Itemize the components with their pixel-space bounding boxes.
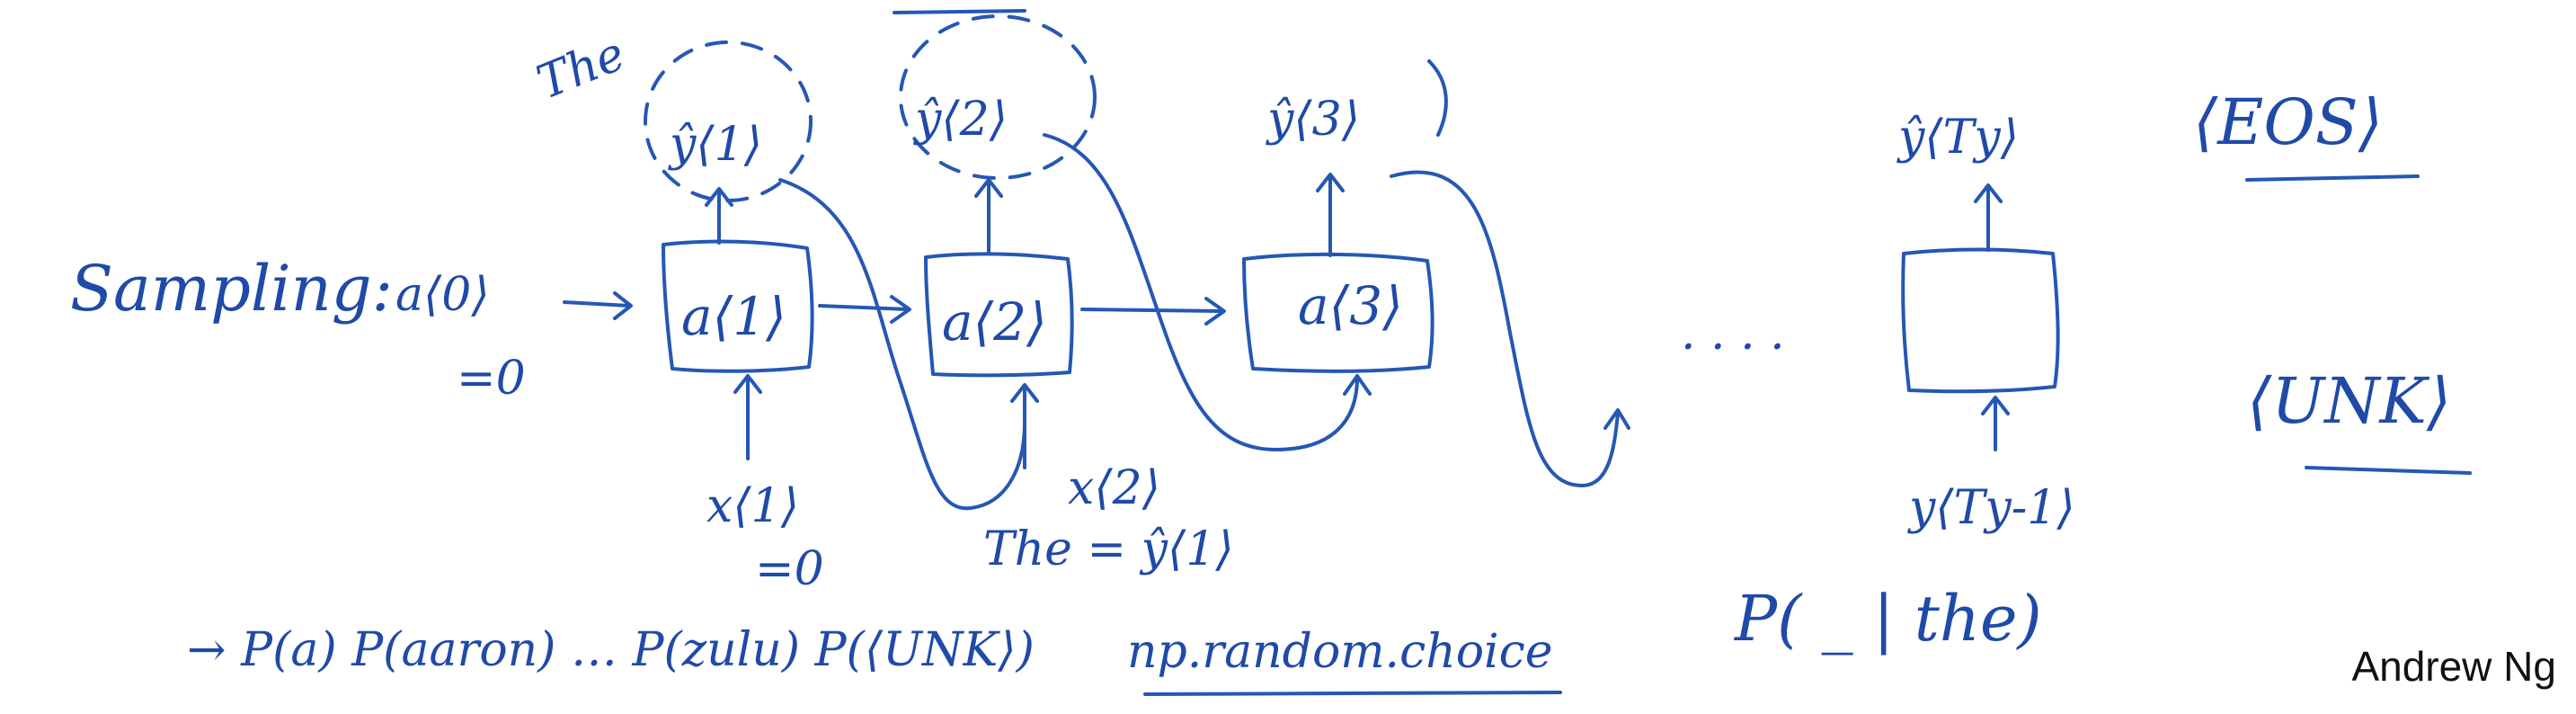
arrow-yprev-up xyxy=(1981,396,2010,451)
rnn-cell-3 xyxy=(1242,252,1435,373)
token-unk: ⟨UNK⟩ xyxy=(2247,364,2451,438)
rnn-cell-1 xyxy=(662,239,814,373)
rnn-cell-final xyxy=(1901,247,2060,394)
note-conditional: P( _ | the) xyxy=(1733,582,2042,656)
initial-activation-value: =0 xyxy=(457,352,526,406)
eos-underline xyxy=(2245,174,2420,182)
input-x2: x⟨2⟩ xyxy=(1068,461,1160,515)
initial-activation: a⟨0⟩ xyxy=(395,268,490,322)
note-distribution: → P(a) P(aaron) … P(zulu) P(⟨UNK⟩) xyxy=(187,623,1035,677)
note-function: np.random.choice xyxy=(1127,625,1553,679)
cell-3-label: a⟨3⟩ xyxy=(1298,275,1403,336)
feedback-curve-3 xyxy=(1390,170,1620,487)
sampling-label: Sampling: xyxy=(70,252,393,326)
output-3-arc xyxy=(1427,59,1448,137)
arrow-cell2-to-cell3 xyxy=(1080,297,1226,326)
cell-1-label: a⟨1⟩ xyxy=(681,286,786,347)
input-y-prev: y⟨Ty-1⟩ xyxy=(1907,481,2075,535)
arrow-cell1-up xyxy=(705,187,733,245)
function-underline xyxy=(1143,691,1562,696)
output-1-word: The xyxy=(529,27,632,111)
arrow-final-up xyxy=(1974,183,2003,252)
input-x2-equation: The = ŷ⟨1⟩ xyxy=(983,522,1234,576)
output-2-bubble xyxy=(899,14,1097,180)
rnn-cell-2 xyxy=(924,252,1074,378)
arrow-a0-to-cell1 xyxy=(563,291,633,320)
credit: Andrew Ng xyxy=(2351,643,2556,690)
arrow-x1-up xyxy=(733,374,762,460)
arrow-cell3-up xyxy=(1316,173,1345,257)
input-x1: x⟨1⟩ xyxy=(706,479,799,533)
cell-2-label: a⟨2⟩ xyxy=(942,291,1047,353)
arrow-x2-up xyxy=(1010,383,1039,469)
feedback-curve-2 xyxy=(1043,133,1359,451)
output-3: ŷ⟨3⟩ xyxy=(1266,93,1360,147)
output-1: ŷ⟨1⟩ xyxy=(668,118,762,172)
arrow-cell1-to-cell2 xyxy=(818,295,911,324)
feedback-curve-1 xyxy=(778,178,1026,511)
token-eos: ⟨EOS⟩ xyxy=(2193,85,2383,159)
arrow-cell3-in xyxy=(1343,374,1372,396)
arrow-cell2-up xyxy=(974,178,1003,255)
output-final: ŷ⟨Ty⟩ xyxy=(1896,111,2019,165)
top-stroke xyxy=(893,9,1026,14)
input-x1-value: =0 xyxy=(755,542,824,596)
unk-underline xyxy=(2305,466,2472,475)
arrow-curve-3-end xyxy=(1603,408,1630,430)
output-2: ŷ⟨2⟩ xyxy=(913,93,1008,147)
ellipsis: . . . . xyxy=(1681,307,1785,361)
